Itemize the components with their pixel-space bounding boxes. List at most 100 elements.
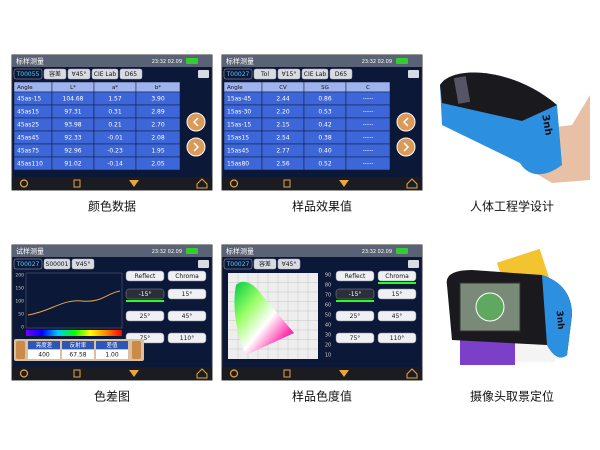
gamut	[234, 281, 294, 355]
axis-label: 80	[325, 283, 331, 289]
cell-text: 45as25	[17, 122, 39, 129]
axis-label: 100	[15, 299, 24, 305]
button	[335, 288, 375, 300]
tab-label: D65	[335, 71, 347, 78]
down-icon	[339, 180, 349, 187]
tab	[119, 68, 143, 80]
tab	[253, 258, 277, 270]
axis-label: 0	[21, 325, 24, 331]
home-icon	[406, 178, 418, 189]
caption: 样品效果值	[292, 199, 352, 214]
button	[167, 332, 207, 344]
header-label: SG	[321, 85, 329, 91]
tab-label: ∀15°	[282, 71, 297, 78]
toolbar	[222, 367, 422, 380]
tab	[277, 258, 301, 270]
axis-label: 90	[325, 273, 331, 279]
axis-label: 50	[325, 313, 331, 319]
cell-text: 45as45	[17, 135, 39, 142]
field-value: 400	[38, 352, 50, 359]
toolbar	[12, 367, 212, 380]
tab-label: S00001	[46, 261, 69, 268]
cell-text: 0.86	[318, 96, 332, 103]
caption: 色差图	[94, 390, 130, 404]
cell-text: 15as-15	[227, 122, 251, 129]
title-bar	[222, 245, 422, 257]
cell-text: -----	[363, 96, 374, 103]
down-icon	[129, 180, 139, 187]
time: 23:32 02.09	[152, 59, 182, 65]
field-value-box	[28, 350, 60, 359]
button-label: Chroma	[175, 273, 199, 280]
arrow-button	[186, 112, 206, 132]
button-label: 45°	[182, 313, 193, 320]
button-label: 15°	[392, 291, 403, 298]
button	[125, 270, 165, 282]
tab-label: ∀45°	[72, 71, 87, 78]
header-label: Angle	[227, 85, 243, 91]
arrow-button	[186, 137, 206, 157]
header-label: a*	[112, 85, 118, 91]
field-value-box	[62, 350, 94, 359]
spectrum	[26, 330, 122, 336]
cell-text: 0.38	[318, 135, 332, 142]
time: 23:32 02.09	[362, 249, 392, 255]
cell-text: 2.08	[151, 135, 165, 142]
field-value-box	[96, 350, 128, 359]
camera-icon	[408, 260, 419, 268]
axis-label: 70	[325, 293, 331, 299]
tab	[223, 68, 253, 80]
cell-text: 45as75	[17, 148, 39, 155]
button	[377, 288, 417, 300]
icon	[229, 179, 239, 188]
tab	[13, 258, 43, 270]
tab-label: CIE Lab	[94, 71, 117, 78]
screen-title: 试样测量	[16, 247, 44, 256]
cell-text: 2.15	[276, 122, 290, 129]
caption: 样品色度值	[292, 389, 352, 404]
button-label: -15°	[139, 291, 152, 298]
field	[62, 341, 94, 349]
field-value: 1.00	[105, 352, 119, 359]
screen-title: 标样测量	[226, 57, 254, 66]
tab-label: 容差	[259, 260, 271, 268]
button-label: 25°	[140, 313, 151, 320]
tab-label: T00055	[16, 71, 40, 78]
button-label: Reflect	[345, 273, 366, 280]
caption: 摄像头取景定位	[470, 389, 554, 404]
field-label: 亮度差	[36, 341, 53, 349]
button-label: 110°	[390, 335, 404, 342]
button	[335, 332, 375, 344]
caption: 人体工程学设计	[470, 199, 554, 214]
axis-label: 10	[325, 353, 331, 359]
cell-text: 15as45	[227, 148, 249, 155]
field-label: 差值	[106, 341, 118, 349]
arrow-button	[396, 112, 416, 132]
battery	[396, 58, 408, 64]
cell-text: 93.98	[64, 122, 81, 129]
button-label: 45°	[392, 313, 403, 320]
cell-text: -----	[363, 135, 374, 142]
logo: 3nh	[539, 114, 554, 137]
camera-icon	[198, 70, 209, 78]
title-bar	[12, 245, 212, 257]
button-label: 25°	[350, 313, 361, 320]
tab	[223, 258, 253, 270]
tab	[13, 68, 43, 80]
axis-label: 40	[325, 323, 331, 329]
button	[377, 270, 417, 282]
header-label: Angle	[17, 85, 33, 91]
button-label: 15°	[182, 291, 193, 298]
home-icon	[196, 178, 208, 189]
tab	[67, 68, 91, 80]
button	[335, 270, 375, 282]
cell	[135, 156, 181, 171]
toolbar	[222, 177, 422, 190]
tab	[43, 68, 67, 80]
title-bar	[12, 55, 212, 67]
cell-text: 2.54	[276, 135, 290, 142]
button-label: 110°	[180, 335, 194, 342]
down-icon	[339, 370, 349, 377]
button-label: Reflect	[135, 273, 156, 280]
icon	[19, 369, 29, 378]
